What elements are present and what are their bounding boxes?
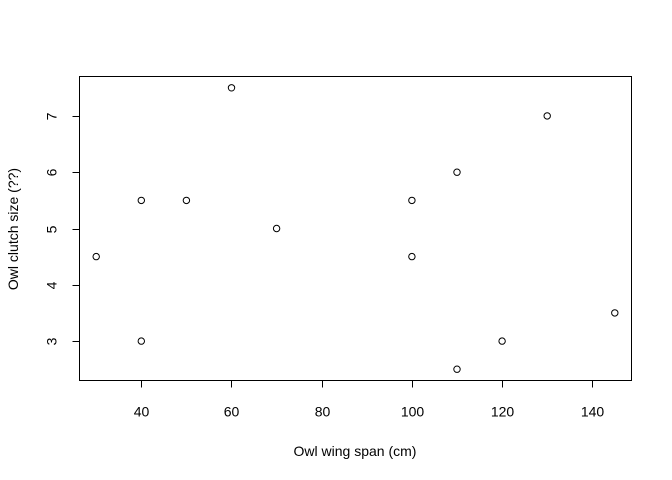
data-point — [272, 224, 281, 233]
x-tick-label: 100 — [401, 404, 425, 420]
y-axis-title: Owl clutch size (??) — [5, 168, 21, 290]
x-tick-label: 120 — [491, 404, 515, 420]
data-point — [543, 112, 551, 120]
data-point — [611, 309, 619, 317]
data-point — [227, 84, 236, 92]
data-point — [137, 196, 146, 205]
data-point — [453, 365, 461, 373]
y-tick-label: 4 — [44, 281, 60, 289]
y-tick-label: 7 — [44, 112, 60, 120]
data-point — [92, 252, 100, 261]
plot-frame — [79, 76, 632, 381]
y-tick-label: 5 — [44, 225, 60, 233]
x-tick-label: 140 — [581, 404, 605, 420]
x-tick-label: 40 — [134, 404, 150, 420]
x-tick-label: 80 — [315, 404, 331, 420]
x-tick-label: 60 — [224, 404, 240, 420]
data-point — [182, 196, 191, 205]
data-point — [408, 252, 416, 261]
data-point — [408, 196, 416, 205]
data-point — [453, 168, 461, 176]
y-tick-label: 3 — [44, 337, 60, 345]
x-axis: 40 60 80 100 120 140 — [134, 380, 605, 420]
data-point — [137, 337, 146, 345]
data-points — [92, 84, 619, 373]
data-point — [498, 337, 506, 345]
x-axis-title: Owl wing span (cm) — [294, 443, 417, 459]
y-axis: 3 4 5 6 7 — [44, 112, 80, 345]
y-tick-label: 6 — [44, 168, 60, 176]
